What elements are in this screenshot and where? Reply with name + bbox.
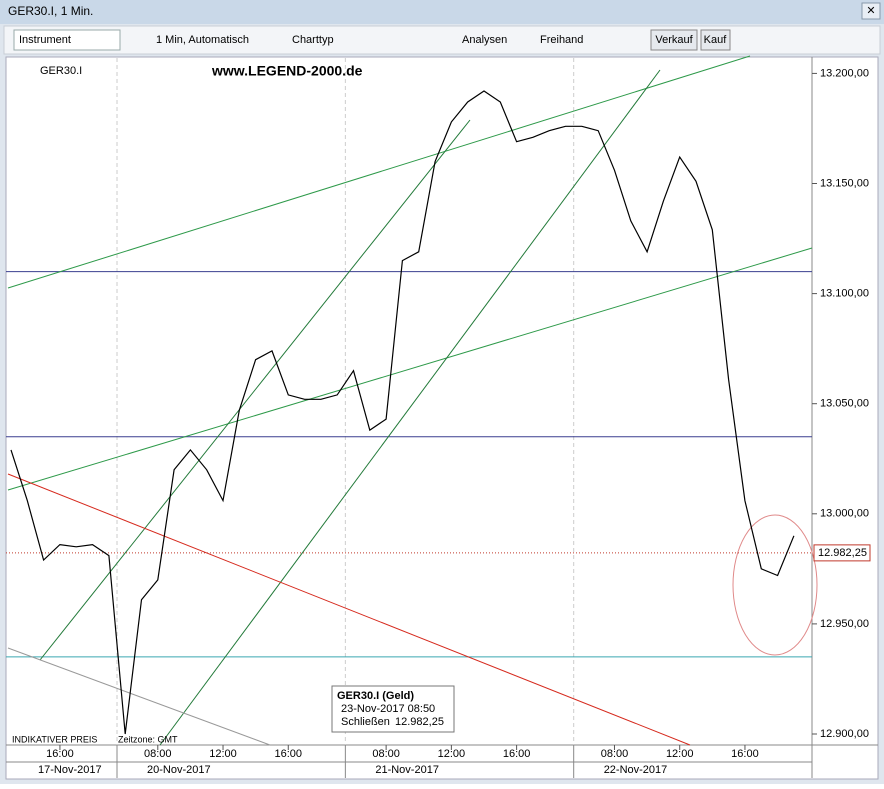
- x-tick-label: 16:00: [275, 748, 303, 760]
- trend-line: [159, 69, 661, 746]
- instrument-input[interactable]: [13, 29, 121, 51]
- buy-label: Kauf: [704, 34, 728, 46]
- x-tick-label: 16:00: [731, 748, 759, 760]
- instrument-placeholder: Instrument: [19, 34, 71, 46]
- x-tick-label: 12:00: [209, 748, 237, 760]
- tooltip-close-label: Schließen: [341, 716, 390, 728]
- watermark: www.LEGEND-2000.de: [211, 63, 363, 79]
- x-tick-label: 12:00: [438, 748, 466, 760]
- tooltip-title: GER30.I (Geld): [337, 690, 414, 702]
- tooltip-close: 12.982,25: [395, 716, 444, 728]
- trend-line: [39, 119, 471, 661]
- x-tick-label: 08:00: [144, 748, 172, 760]
- date-label: 20-Nov-2017: [147, 764, 211, 776]
- tooltip-time: 23-Nov-2017 08:50: [341, 703, 435, 715]
- analyses-menu[interactable]: Analysen: [462, 34, 507, 46]
- footer-timezone: Zeitzone: GMT: [118, 734, 178, 744]
- drawings: [7, 55, 818, 746]
- window-title: GER30.I, 1 Min.: [8, 4, 93, 18]
- chart-panel: [5, 56, 879, 780]
- date-label: 22-Nov-2017: [604, 764, 668, 776]
- x-tick-label: 08:00: [372, 748, 400, 760]
- sell-button[interactable]: [650, 29, 698, 51]
- highlight-ellipse: [732, 514, 818, 656]
- close-icon: ✕: [866, 5, 875, 17]
- trend-line: [7, 473, 691, 746]
- x-tick-label: 12:00: [666, 748, 694, 760]
- y-tick-label: 12.950,00: [820, 618, 869, 630]
- y-tick-label: 12.900,00: [820, 728, 869, 740]
- y-tick-label: 13.000,00: [820, 508, 869, 520]
- interval-menu[interactable]: 1 Min, Automatisch: [156, 34, 249, 46]
- x-tick-label: 16:00: [46, 748, 74, 760]
- close-button[interactable]: [861, 2, 881, 20]
- sell-label: Verkauf: [655, 34, 693, 46]
- x-tick-label: 08:00: [601, 748, 629, 760]
- last-price-label: 12.982,25: [818, 547, 867, 559]
- y-tick-label: 13.200,00: [820, 67, 869, 79]
- footer-note: INDIKATIVER PREIS: [12, 734, 97, 744]
- y-tick-label: 13.050,00: [820, 398, 869, 410]
- y-tick-label: 13.150,00: [820, 177, 869, 189]
- buy-button[interactable]: [700, 29, 731, 51]
- trend-line: [7, 247, 813, 491]
- y-tick-label: 13.100,00: [820, 288, 869, 300]
- instrument-label: GER30.I: [40, 65, 82, 77]
- freehand-menu[interactable]: Freihand: [540, 34, 583, 46]
- charttype-menu[interactable]: Charttyp: [292, 34, 334, 46]
- title-bar: [0, 0, 884, 24]
- date-label: 17-Nov-2017: [38, 764, 102, 776]
- date-label: 21-Nov-2017: [375, 764, 439, 776]
- tooltip: [331, 685, 455, 733]
- trend-line: [7, 647, 271, 746]
- x-tick-label: 16:00: [503, 748, 531, 760]
- toolbar: [3, 25, 881, 55]
- price-line: [10, 90, 795, 735]
- last-price-box: [813, 544, 871, 562]
- trend-line: [7, 55, 751, 289]
